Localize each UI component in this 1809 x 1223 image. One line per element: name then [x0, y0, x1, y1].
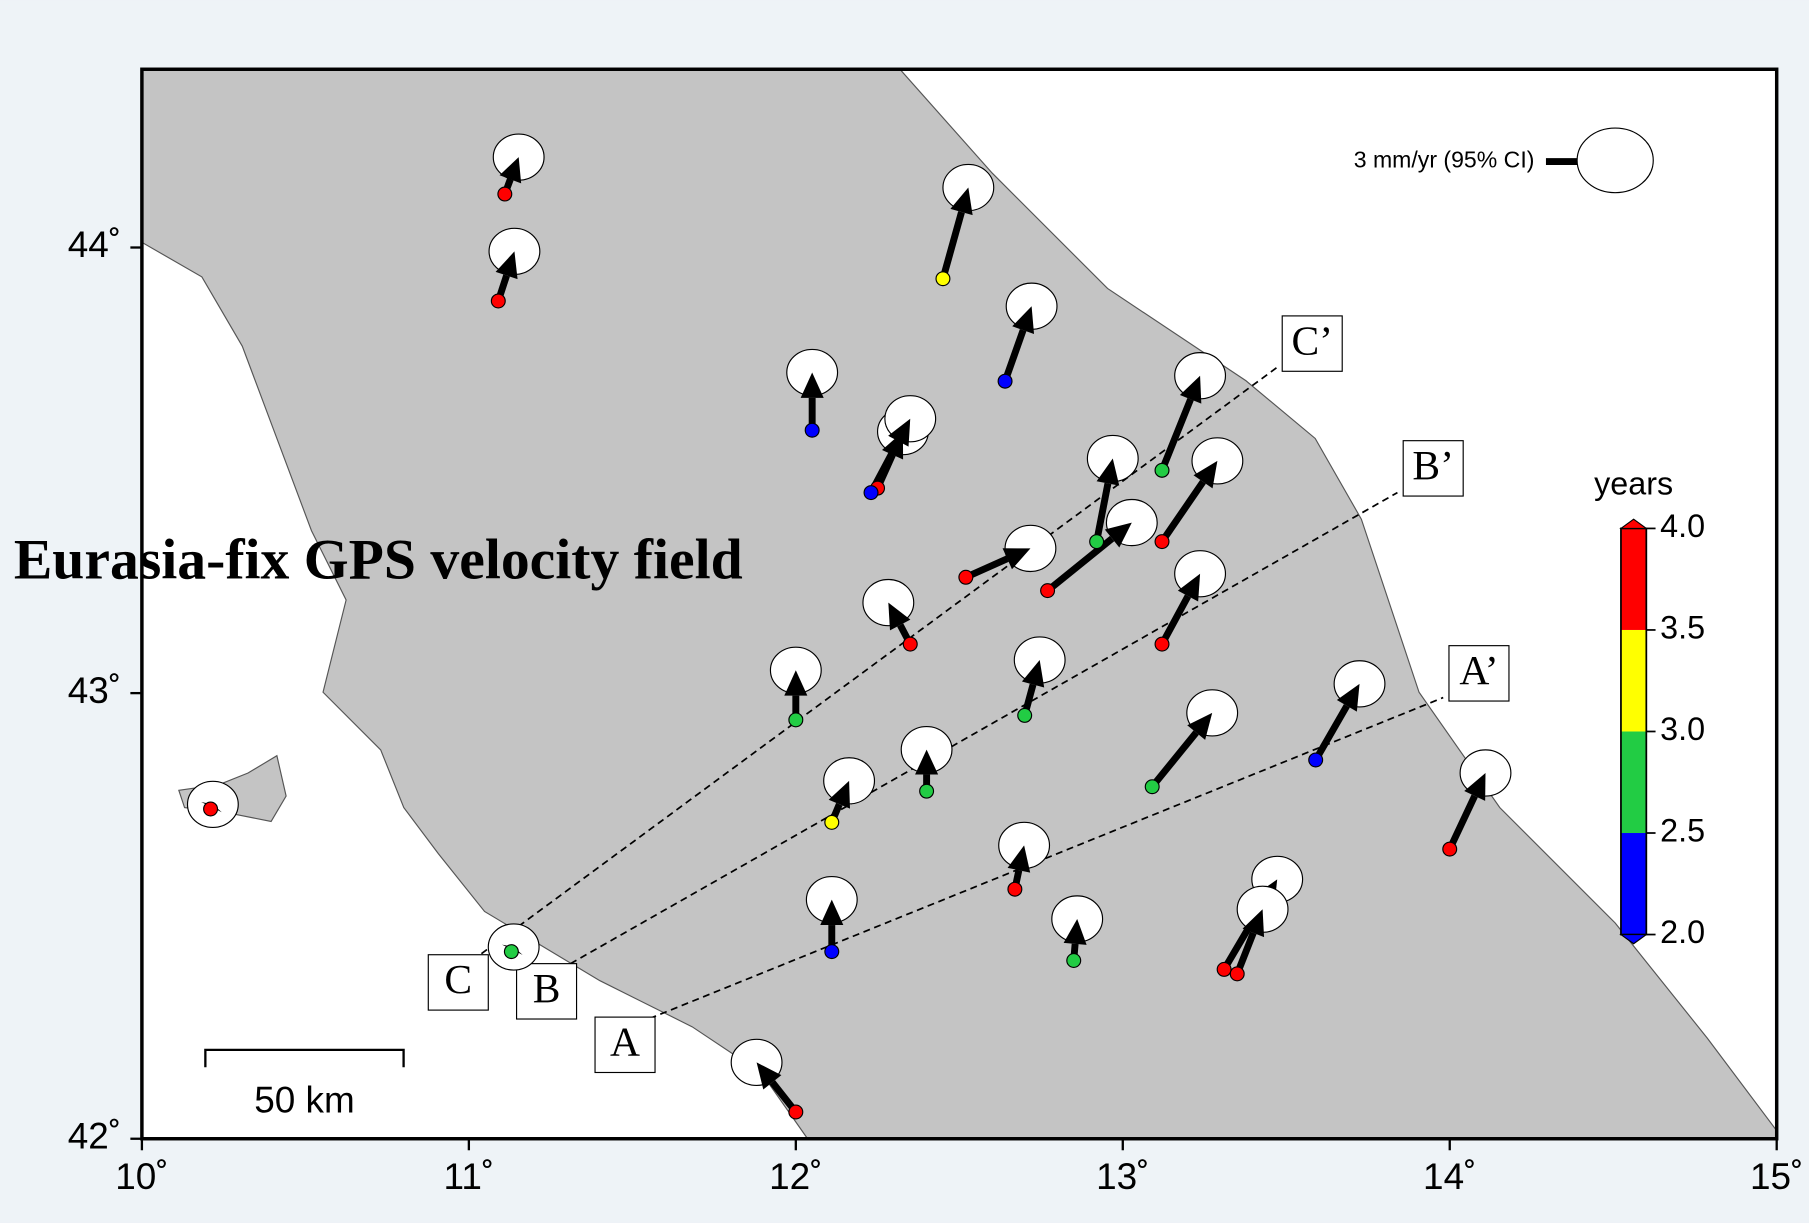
- x-tick-label: 10˚: [115, 1156, 168, 1197]
- colorbar-title: years: [1594, 465, 1673, 501]
- station: [936, 272, 950, 286]
- station: [789, 1105, 803, 1119]
- colorbar-segment: [1621, 630, 1646, 732]
- station: [805, 423, 819, 437]
- station: [1090, 535, 1104, 549]
- x-tick-label: 13˚: [1096, 1156, 1149, 1197]
- station: [504, 945, 518, 959]
- station: [498, 187, 512, 201]
- station: [1217, 962, 1231, 976]
- map: A A’ B B’ C C’ Eurasia-fix GPS velocity field…: [0, 0, 1809, 1223]
- station: [1155, 637, 1169, 651]
- station: [1443, 842, 1457, 856]
- reference-label: 3 mm/yr (95% CI): [1354, 147, 1535, 173]
- colorbar-tick-label: 2.5: [1660, 813, 1705, 849]
- colorbar-tick-label: 4.0: [1660, 508, 1705, 544]
- y-tick-label: 44˚: [68, 224, 121, 265]
- station: [1067, 954, 1081, 968]
- y-tick-label: 42˚: [68, 1115, 121, 1156]
- x-tick-label: 11˚: [444, 1156, 495, 1197]
- title: Eurasia-fix GPS velocity field: [14, 529, 743, 592]
- profile-label: B: [533, 965, 561, 1011]
- profile-label: A: [610, 1018, 640, 1064]
- station: [959, 570, 973, 584]
- station: [825, 815, 839, 829]
- x-tick-label: 15˚: [1750, 1156, 1803, 1197]
- station: [1041, 584, 1055, 598]
- x-tick-label: 14˚: [1423, 1156, 1476, 1197]
- colorbar-tick-label: 2.0: [1660, 914, 1705, 950]
- profile-label: A’: [1459, 647, 1498, 693]
- station: [998, 374, 1012, 388]
- station: [789, 713, 803, 727]
- station: [1018, 708, 1032, 722]
- station: [1230, 967, 1244, 981]
- station: [491, 294, 505, 308]
- colorbar-tick-label: 3.0: [1660, 711, 1705, 747]
- station: [864, 486, 878, 500]
- station: [1309, 753, 1323, 767]
- colorbar-segment: [1621, 528, 1646, 630]
- page: {"chart_data":{"type":"velocity-map","ti…: [0, 0, 1809, 1223]
- station: [1008, 882, 1022, 896]
- station: [204, 802, 218, 816]
- profile-label: C’: [1291, 317, 1333, 363]
- reference-ellipse: [1577, 128, 1653, 193]
- colorbar-segment: [1621, 833, 1646, 935]
- station: [1155, 535, 1169, 549]
- y-tick-label: 43˚: [68, 670, 121, 711]
- station: [903, 637, 917, 651]
- colorbar-tick-label: 3.5: [1660, 609, 1705, 645]
- colorbar-segment: [1621, 731, 1646, 833]
- profile-label: B’: [1412, 442, 1454, 488]
- scale-label: 50 km: [254, 1080, 355, 1121]
- station: [1145, 780, 1159, 794]
- station: [1155, 463, 1169, 477]
- profile-label: C: [444, 956, 472, 1002]
- station: [825, 945, 839, 959]
- x-tick-label: 12˚: [769, 1156, 822, 1197]
- station: [920, 784, 934, 798]
